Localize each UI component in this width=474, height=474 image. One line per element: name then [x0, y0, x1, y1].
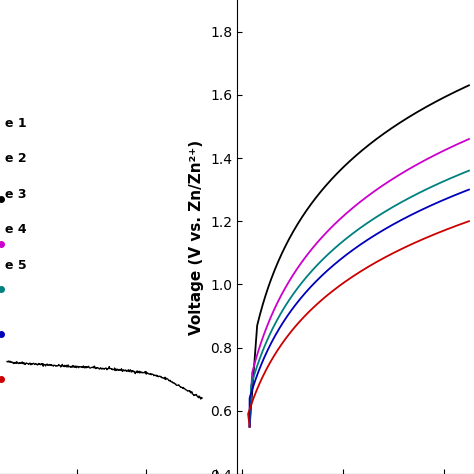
Text: e 1: e 1	[5, 117, 27, 130]
Y-axis label: Voltage (V vs. Zn/Zn²⁺): Voltage (V vs. Zn/Zn²⁺)	[190, 139, 204, 335]
Text: e 2: e 2	[5, 152, 27, 165]
Text: e 3: e 3	[5, 188, 26, 201]
Text: e 4: e 4	[5, 223, 27, 237]
Text: e 5: e 5	[5, 259, 27, 272]
